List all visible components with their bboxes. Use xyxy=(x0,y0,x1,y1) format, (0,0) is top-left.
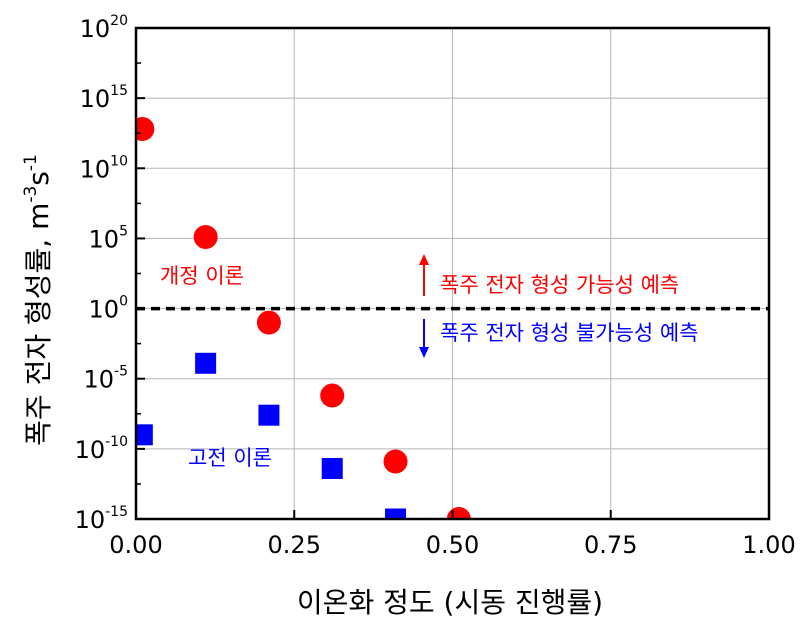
classic-theory-point-4 xyxy=(385,508,407,519)
ticks: 0.00 0.25 0.50 0.75 1.00 1020 1015 1010 105 100 10… xyxy=(75,13,796,559)
y-axis-label: 폭주 전자 형성률, m-3s-1 xyxy=(21,154,55,446)
revised-theory-point-3 xyxy=(320,383,345,408)
x-tick-label: 0.00 xyxy=(109,531,162,559)
classic-theory-point-0 xyxy=(136,424,153,446)
y-tick-label: 1015 xyxy=(80,83,128,113)
series-label-classic: 고전 이론 xyxy=(188,446,272,470)
y-tick-label: 1010 xyxy=(80,153,128,183)
classic-theory-point-3 xyxy=(321,457,343,479)
revised-theory-point-0 xyxy=(136,117,155,142)
annotation-below-arrow xyxy=(419,319,429,358)
x-tick-label: 1.00 xyxy=(742,531,795,559)
y-tick-label: 10-10 xyxy=(75,434,128,464)
y-tick-label: 10-15 xyxy=(75,504,128,534)
y-tick-label: 10-5 xyxy=(83,364,128,394)
data-marks xyxy=(136,117,471,519)
annotation-above-arrow xyxy=(419,254,429,296)
x-tick-label: 0.75 xyxy=(584,531,637,559)
x-axis-label: 이온화 정도 (시동 진행률) xyxy=(297,586,603,619)
classic-theory-point-1 xyxy=(195,352,217,374)
series-label-revised: 개정 이론 xyxy=(160,264,244,288)
y-tick-label: 1020 xyxy=(80,13,128,43)
classic-theory-point-2 xyxy=(258,404,280,426)
x-tick-label: 0.25 xyxy=(268,531,321,559)
annotation-above-text: 폭주 전자 형성 가능성 예측 xyxy=(440,273,679,297)
revised-theory-point-2 xyxy=(256,310,281,335)
y-tick-label: 100 xyxy=(89,294,128,324)
y-tick-label: 105 xyxy=(89,223,128,253)
revised-theory-point-4 xyxy=(383,449,408,474)
x-tick-label: 0.50 xyxy=(426,531,479,559)
annotation-below-text: 폭주 전자 형성 불가능성 예측 xyxy=(440,321,699,345)
revised-theory-point-1 xyxy=(193,225,218,250)
